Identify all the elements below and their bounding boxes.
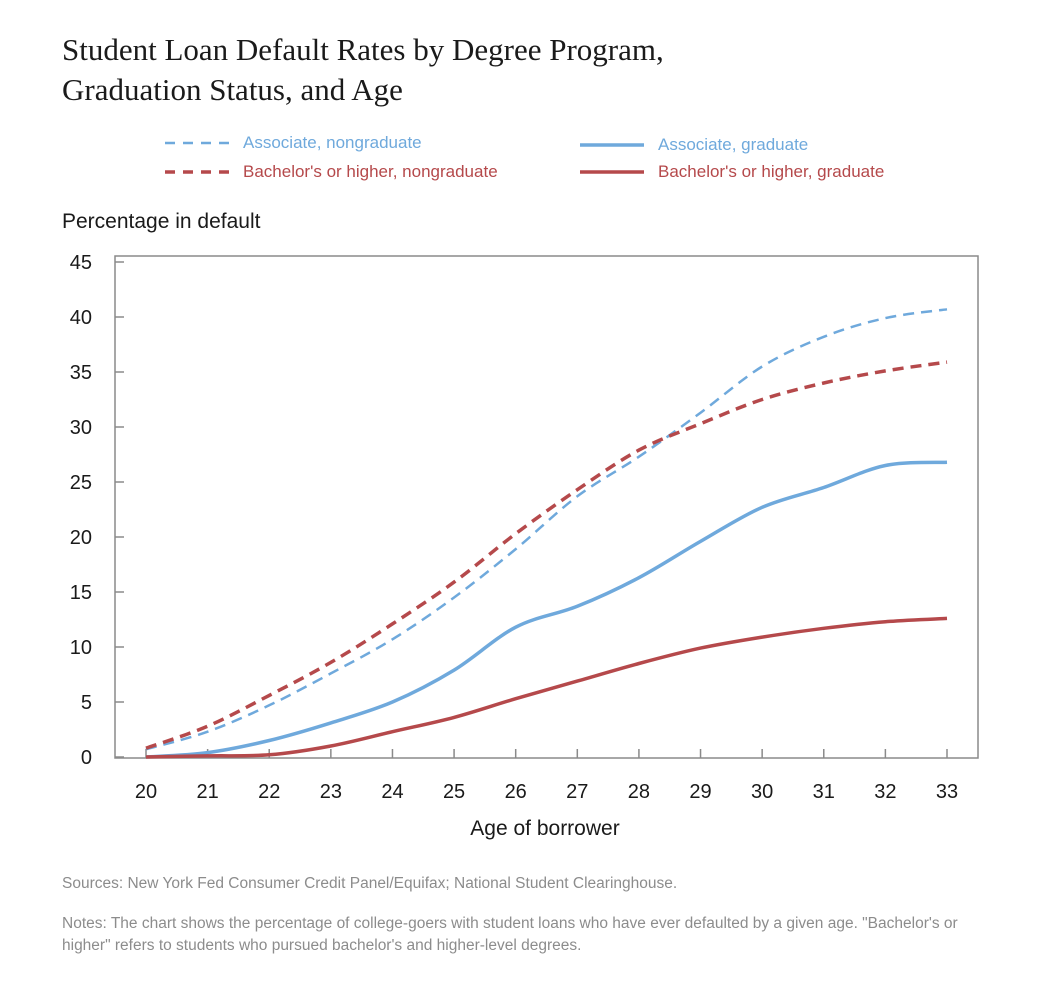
notes-text: Notes: The chart shows the percentage of… [62, 915, 958, 954]
y-tick-label: 10 [70, 637, 92, 659]
y-tick-label: 5 [81, 692, 92, 714]
y-tick-label: 45 [70, 252, 92, 274]
line-chart: 0 5 10 15 20 25 30 35 40 45 20 21 22 23 24 25 26 27 28 29 30… [70, 252, 979, 803]
x-tick-label: 22 [258, 781, 280, 803]
y-tick-label: 40 [70, 307, 92, 329]
x-tick-label: 31 [813, 781, 835, 803]
x-tick-label: 20 [135, 781, 157, 803]
plot-frame [114, 255, 979, 759]
y-axis-label: Percentage in default [62, 210, 261, 233]
series-associate-graduate-line [145, 460, 948, 759]
chart-title-line2: Graduation Status, and Age [62, 72, 403, 107]
series-bachelors-graduate-line [145, 616, 948, 759]
x-tick-label: 29 [689, 781, 711, 803]
chart-title-line1: Student Loan Default Rates by Degree Pro… [62, 32, 664, 67]
x-tick-label: 33 [936, 781, 958, 803]
x-tick-label: 21 [196, 781, 218, 803]
x-tick-label: 28 [628, 781, 650, 803]
series-bachelors-nongraduate-line [145, 360, 948, 750]
x-tick-label: 27 [566, 781, 588, 803]
y-tick-label: 25 [70, 472, 92, 494]
x-tick-label: 30 [751, 781, 773, 803]
x-axis-label: Age of borrower [470, 817, 620, 840]
x-tick-label: 25 [443, 781, 465, 803]
y-tick-label: 35 [70, 362, 92, 384]
series-associate-nongraduate-line [145, 308, 948, 751]
y-tick-label: 20 [70, 527, 92, 549]
sources-note: Sources: New York Fed Consumer Credit Pa… [62, 875, 678, 892]
y-tick-label: 0 [81, 747, 92, 769]
y-tick-label: 30 [70, 417, 92, 439]
x-tick-label: 24 [381, 781, 403, 803]
x-tick-label: 23 [320, 781, 342, 803]
x-tick-label: 26 [505, 781, 527, 803]
x-tick-label: 32 [874, 781, 896, 803]
chart-title: Student Loan Default Rates by Degree Pro… [62, 30, 664, 110]
y-tick-label: 15 [70, 582, 92, 604]
